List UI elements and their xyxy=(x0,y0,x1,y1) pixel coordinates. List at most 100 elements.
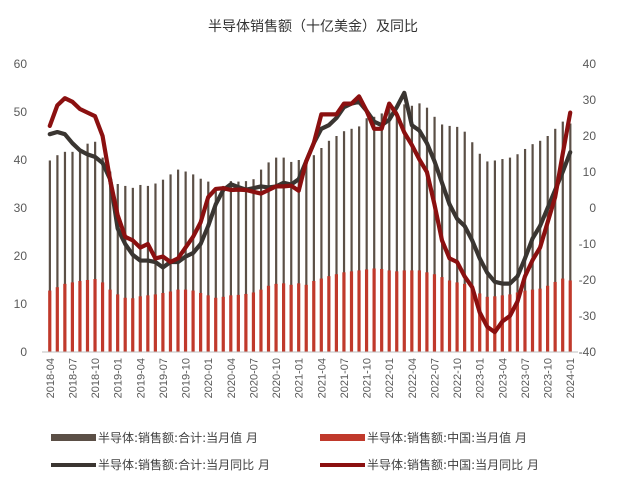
x-tick-label: 2020-07 xyxy=(248,358,260,398)
bar-total-2023-11 xyxy=(554,128,557,352)
bar-total-2023-06 xyxy=(516,154,519,352)
legend-label-total-sales: 半导体:销售额:合计:当月值 月 xyxy=(98,430,258,445)
x-tick-label: 2019-10 xyxy=(181,358,193,398)
bar-china-2018-10 xyxy=(93,279,97,352)
bar-china-2019-03 xyxy=(131,298,135,352)
x-tick-label: 2022-04 xyxy=(407,358,419,398)
bar-china-2020-04 xyxy=(229,295,233,352)
bar-china-2021-02 xyxy=(304,284,308,352)
bar-total-2022-02 xyxy=(395,111,398,353)
x-tick-label: 2023-10 xyxy=(543,358,555,398)
bar-total-2019-02 xyxy=(124,185,127,352)
x-tick-label: 2019-04 xyxy=(135,358,147,398)
bar-total-2024-01 xyxy=(569,123,572,353)
bar-total-2021-04 xyxy=(320,148,323,352)
bar-china-2019-04 xyxy=(138,296,142,352)
bar-total-2021-12 xyxy=(380,113,383,352)
bar-china-2023-06 xyxy=(515,292,520,352)
bar-total-2020-08 xyxy=(259,169,263,352)
bar-total-2021-02 xyxy=(305,162,308,352)
y-left-tick-label: 40 xyxy=(14,153,28,167)
x-tick-label: 2023-04 xyxy=(497,358,509,398)
x-tick-label: 2022-01 xyxy=(384,358,396,398)
bar-total-2021-01 xyxy=(297,160,300,352)
bar-china-2019-02 xyxy=(123,297,127,352)
bar-china-2021-05 xyxy=(327,276,331,352)
bar-china-2020-03 xyxy=(221,296,225,352)
bar-total-2022-05 xyxy=(418,103,421,352)
y-left-tick-label: 20 xyxy=(14,249,28,263)
x-tick-label: 2018-04 xyxy=(45,358,57,398)
bar-total-2022-01 xyxy=(388,109,391,353)
line-total-yoy xyxy=(47,90,573,286)
y-right-tick-label: 10 xyxy=(583,165,597,179)
y-right-tick-label: -40 xyxy=(579,345,597,359)
bar-china-2019-12 xyxy=(199,292,203,352)
x-tick-label: 2022-10 xyxy=(452,358,464,398)
bar-china-2022-11 xyxy=(463,283,467,352)
bar-china-2020-01 xyxy=(206,295,210,352)
x-tick-label: 2021-04 xyxy=(316,358,328,398)
bar-china-2020-11 xyxy=(282,283,286,352)
bar-china-2021-11 xyxy=(372,268,376,352)
bar-total-2020-05 xyxy=(237,181,240,352)
bar-china-2019-01 xyxy=(116,294,120,352)
bar-china-2021-08 xyxy=(349,271,354,352)
y-right-tick-label: 30 xyxy=(583,93,597,107)
legend-item-total-yoy[interactable]: 半导体:销售额:合计:当月同比 月 xyxy=(51,457,270,472)
bar-total-2022-11 xyxy=(463,131,466,352)
bar-total-2021-07 xyxy=(342,131,346,352)
bar-total-2022-12 xyxy=(471,142,474,352)
x-tick-label: 2018-07 xyxy=(67,358,79,398)
legend-label-total-yoy: 半导体:销售额:合计:当月同比 月 xyxy=(98,457,270,472)
bar-total-2020-09 xyxy=(267,162,270,352)
bar-china-2020-10 xyxy=(274,283,278,352)
x-tick-label: 2023-01 xyxy=(475,358,487,398)
legend-swatch-china-sales xyxy=(320,434,365,441)
bar-total-2020-04 xyxy=(229,181,232,352)
bar-china-2018-08 xyxy=(78,280,82,352)
x-tick-label: 2020-01 xyxy=(203,358,215,398)
legend-item-china-yoy[interactable]: 半导体:销售额:中国:当月同比 月 xyxy=(320,457,539,472)
bar-total-2023-12 xyxy=(561,121,564,352)
bar-china-2018-09 xyxy=(85,280,90,352)
bar-total-2019-06 xyxy=(154,183,157,352)
bar-total-2023-02 xyxy=(486,161,489,352)
bar-china-2020-08 xyxy=(259,289,263,352)
bar-total-2022-04 xyxy=(410,105,414,352)
bar-china-2019-08 xyxy=(168,291,173,352)
bar-total-2018-08 xyxy=(78,149,82,352)
bar-china-2019-05 xyxy=(146,295,150,352)
bar-total-2020-03 xyxy=(222,185,225,352)
y-left-tick-label: 0 xyxy=(20,345,27,359)
bar-total-2023-04 xyxy=(501,159,504,352)
bar-china-2023-01 xyxy=(478,293,482,352)
bar-china-2020-05 xyxy=(236,294,240,352)
legend-item-total-sales[interactable]: 半导体:销售额:合计:当月值 月 xyxy=(51,430,258,445)
bar-total-2021-11 xyxy=(373,116,376,352)
y-right-tick-label: 40 xyxy=(583,57,597,71)
bar-china-2022-04 xyxy=(410,270,414,352)
bar-china-2021-07 xyxy=(342,272,346,352)
bar-china-2021-01 xyxy=(297,283,301,352)
bar-china-2021-04 xyxy=(319,278,323,352)
line-china-yoy xyxy=(47,94,573,335)
x-tick-label: 2021-01 xyxy=(294,358,306,398)
legend-label-china-sales: 半导体:销售额:中国:当月值 月 xyxy=(367,430,527,445)
bar-total-2021-06 xyxy=(335,136,338,352)
bar-total-2018-07 xyxy=(71,151,74,352)
legend-item-china-sales[interactable]: 半导体:销售额:中国:当月值 月 xyxy=(320,430,527,445)
x-tick-label: 2022-07 xyxy=(430,358,442,398)
y-right-tick-label: 0 xyxy=(589,201,596,215)
y-right-tick-label: -30 xyxy=(579,309,597,323)
y-left-axis: 0 10 20 30 40 50 60 xyxy=(14,57,28,359)
bar-total-2018-12 xyxy=(109,171,112,352)
bar-china-2022-03 xyxy=(402,270,406,352)
bar-total-2020-10 xyxy=(275,157,278,352)
bar-china-2018-06 xyxy=(63,283,67,352)
bar-china-2020-02 xyxy=(214,297,218,352)
x-tick-label: 2023-07 xyxy=(520,358,532,398)
bars-group xyxy=(48,103,572,353)
